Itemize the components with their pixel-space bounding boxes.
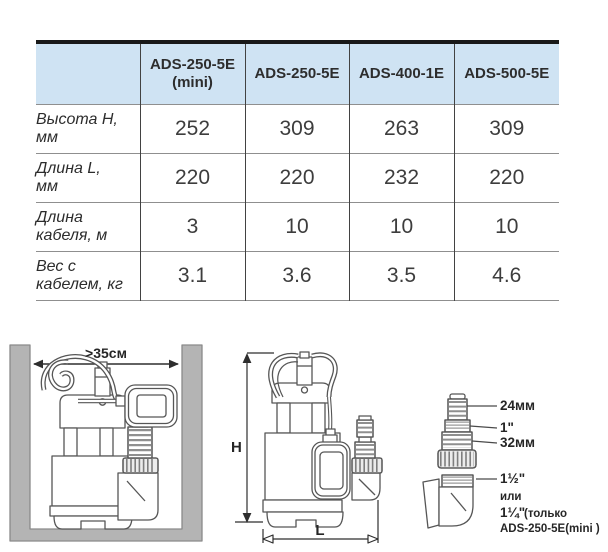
model-name: ADS-250-5E — [149, 56, 236, 73]
spec-table: ADS-250-5E (mini) ADS-250-5E ADS-400-1E … — [36, 40, 559, 301]
barb-top-size-label: 24мм — [500, 398, 535, 413]
fittings-diagram: 24мм 1" 32мм 1½" или 1¼" (только ADS-250… — [422, 393, 600, 535]
table-row-cable-length: Длина кабеля, м 3 10 10 10 — [36, 202, 559, 252]
model-header-ads-250-5e: ADS-250-5E — [244, 42, 349, 105]
barb-cap — [358, 415, 372, 421]
elbow-alt-size-label: 1¼" — [500, 505, 525, 520]
param-line: Длина — [36, 209, 83, 226]
value-cell: 220 — [139, 153, 245, 203]
table-row-weight: Вес с кабелем, кг 3.1 3.6 3.5 4.6 — [36, 251, 559, 301]
handle-and-cable — [268, 352, 338, 431]
cable-coil — [40, 354, 120, 404]
hose-adapter — [437, 393, 477, 469]
elbow-fitting — [422, 474, 474, 529]
header-row: ADS-250-5E (mini) ADS-250-5E ADS-400-1E … — [36, 42, 559, 105]
param-label: Длина кабеля, м — [36, 203, 140, 252]
elbow-alt-note: (только — [524, 508, 567, 520]
value-cell: 220 — [453, 153, 559, 203]
value-cell: 252 — [139, 104, 245, 154]
length-dimension-label: L — [315, 522, 324, 539]
post-right — [311, 402, 326, 434]
barb-ring — [358, 436, 372, 443]
model-name: ADS-250-5E — [254, 65, 340, 82]
length-dimension — [262, 500, 379, 544]
height-dimension-label: H — [231, 439, 242, 456]
elbow-size-label: 1½" — [500, 471, 525, 486]
value-cell: 3.1 — [139, 251, 245, 301]
value-cell: 309 — [244, 104, 349, 154]
pump-band — [262, 499, 343, 513]
table-row-height: Высота H, мм 252 309 263 309 — [36, 104, 559, 154]
value-cell: 309 — [453, 104, 559, 154]
param-line: Высота H, — [36, 111, 118, 128]
discharge-elbow — [117, 472, 159, 521]
thread-size-label: 1" — [500, 420, 514, 435]
pump-outline — [262, 351, 383, 528]
pit-width-label: >35см — [85, 345, 127, 361]
value-cell: 3 — [139, 202, 245, 252]
model-name: ADS-400-1E — [358, 65, 445, 82]
pit-installation-diagram: >35см — [9, 344, 203, 542]
model-name: ADS-500-5E — [464, 65, 550, 82]
model-header-ads-250-5e-mini: ADS-250-5E (mini) — [139, 42, 245, 105]
float-rod-cylinder — [296, 356, 313, 386]
model-variant: (mini) — [172, 74, 213, 91]
post-left — [276, 402, 291, 434]
param-label: Высота H, мм — [36, 105, 140, 154]
param-label: Вес с кабелем, кг — [36, 252, 140, 301]
value-cell: 10 — [453, 202, 559, 252]
elbow-flange — [422, 478, 440, 529]
value-cell: 4.6 — [453, 251, 559, 301]
hose-barb — [127, 426, 153, 459]
value-cell: 3.6 — [244, 251, 349, 301]
pump-base — [53, 515, 133, 530]
adapter-cap — [449, 393, 466, 400]
or-label: или — [500, 491, 521, 503]
height-dimension — [235, 352, 274, 523]
pump-dimension-diagram: H L — [231, 351, 383, 544]
post-right — [99, 427, 114, 457]
model-header-ads-500-5e: ADS-500-5E — [453, 42, 559, 105]
elbow-body — [438, 486, 474, 527]
value-cell: 10 — [348, 202, 454, 252]
pump-in-pit — [40, 354, 178, 530]
post-left — [63, 427, 78, 457]
param-line: Вес с — [36, 258, 76, 275]
pump-base — [266, 511, 344, 528]
param-line: Длина L, — [36, 160, 101, 177]
value-cell: 220 — [244, 153, 349, 203]
param-label: Длина L, мм — [36, 154, 140, 203]
empty-header-cell — [36, 42, 140, 105]
screw — [300, 386, 309, 394]
param-line: мм — [36, 178, 58, 195]
value-cell: 232 — [348, 153, 454, 203]
value-cell: 3.5 — [348, 251, 454, 301]
leader-lines — [467, 405, 498, 480]
model-header-ads-400-1e: ADS-400-1E — [348, 42, 454, 105]
param-line: кабелем, кг — [36, 276, 123, 293]
param-line: мм — [36, 129, 58, 146]
barb-bottom-size-label: 32мм — [500, 435, 535, 450]
value-cell: 10 — [244, 202, 349, 252]
float-plug — [115, 395, 126, 407]
param-line: кабеля, м — [36, 227, 108, 244]
pit-walls — [9, 344, 203, 542]
value-cell: 263 — [348, 104, 454, 154]
table-row-length: Длина L, мм 220 220 232 220 — [36, 153, 559, 203]
elbow-alt-model-note: ADS-250-5E(mini ) — [500, 523, 600, 535]
